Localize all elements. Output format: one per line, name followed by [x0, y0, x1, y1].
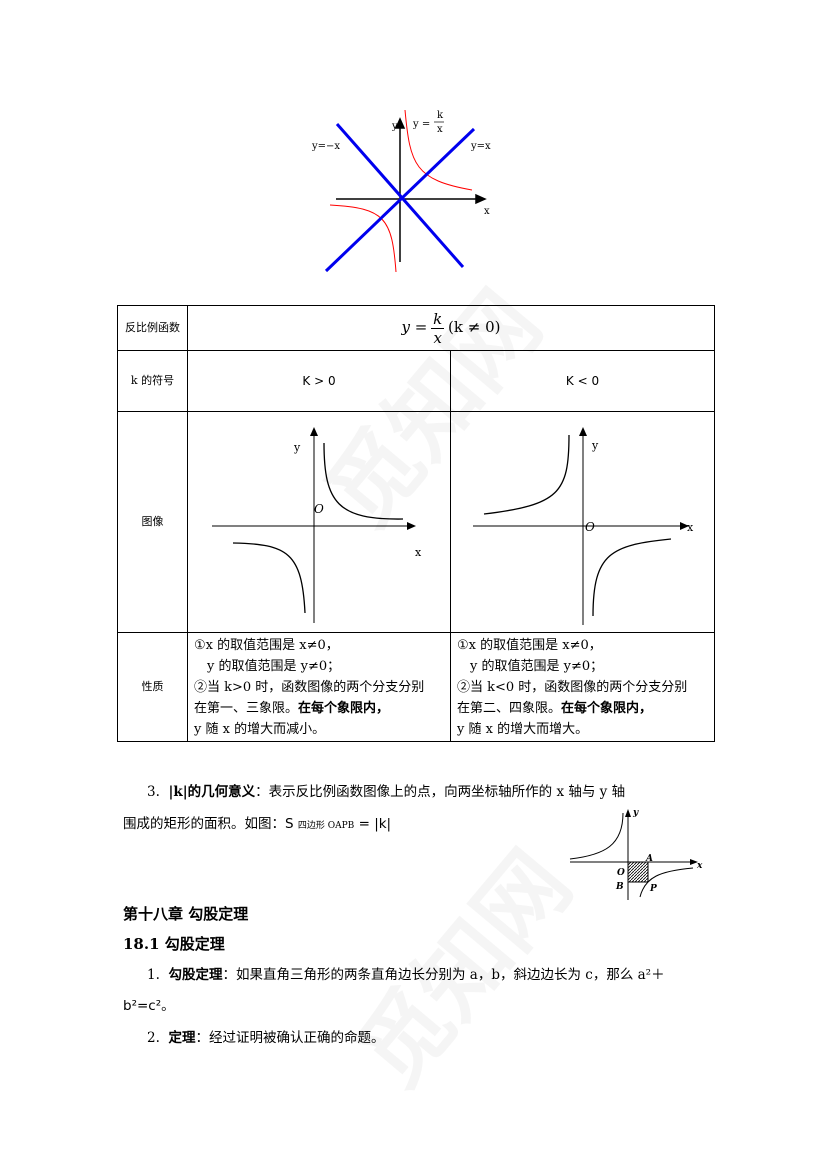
prop-line: 在第二、四象限。在每个象限内， [457, 698, 714, 719]
prop-bold: 在每个象限内， [561, 700, 653, 716]
definition-text: ：如果直角三角形的两条直角边长分别为 a，b，斜边边长为 c，那么 a²＋ [222, 967, 665, 983]
term: 勾股定理 [168, 967, 223, 983]
hyperbola-branch-1 [404, 109, 473, 191]
row-label: 性质 [117, 632, 188, 742]
graph-y-label: y [293, 441, 301, 454]
axis-x-label: x [484, 206, 490, 217]
formula-rhs: = |k| [354, 816, 392, 832]
line-y-x [324, 127, 476, 273]
prop-line: y 随 x 的增大而减小。 [194, 721, 326, 737]
item-number: 3. [147, 784, 160, 800]
item-number: 2. [147, 1030, 160, 1046]
graph-origin-label: O [585, 520, 595, 534]
prop-line: y 随 x 的增大而增大。 [457, 721, 589, 737]
formula-num: k [431, 309, 445, 329]
prop-line: y 的取值范围是 y≠0； [194, 658, 341, 674]
section3-line2: 围成的矩形的面积。如图：S 四边形 OAPB = |k| [123, 813, 391, 837]
k-negative: K < 0 [450, 350, 715, 412]
formula-cell: y = k x (k ≠ 0) [187, 305, 715, 351]
formula-cond: (k ≠ 0) [448, 317, 501, 336]
item-number: 1. [147, 967, 160, 983]
definition-text: ：表示反比例函数图像上的点，向两坐标轴所作的 x 轴与 y 轴 [255, 784, 626, 800]
fig-y-label: y [632, 808, 639, 818]
row-label: k 的符号 [117, 350, 188, 412]
prop-line: ①x 的取值范围是 x≠0， [194, 637, 339, 653]
prop-line: y 的取值范围是 y≠0； [457, 658, 604, 674]
hyperbola-label-num: k [437, 110, 444, 121]
chapter-title: 第十八章 勾股定理 [123, 905, 249, 923]
prop-text: 在第一、三象限。 [194, 700, 299, 716]
prop-line: ②当 k>0 时，函数图像的两个分支分别 [194, 679, 425, 695]
definition-text: 围成的矩形的面积。如图： [123, 816, 285, 832]
properties-k-positive: ①x 的取值范围是 x≠0， y 的取值范围是 y≠0； ②当 k>0 时，函数… [187, 632, 451, 742]
formula-s: S [285, 816, 294, 832]
fig-a-label: A [645, 854, 653, 864]
section-title: 18.1 勾股定理 [123, 935, 225, 953]
prop-line: ①x 的取值范围是 x≠0， [457, 637, 602, 653]
item1-line1: 1. 勾股定理：如果直角三角形的两条直角边长分别为 a，b，斜边边长为 c，那么… [147, 964, 665, 986]
item2-line: 2. 定理：经过证明被确认正确的命题。 [147, 1027, 384, 1049]
graph-k-positive: y x O [187, 411, 451, 633]
hyperbola-branch-2 [329, 204, 397, 273]
fig-p-label: P [649, 884, 657, 894]
line-y-neg-x [335, 123, 465, 268]
graph-y-label: y [591, 439, 599, 452]
properties-table: 反比例函数 y = k x (k ≠ 0) k 的符号 K > 0 K < 0 … [117, 305, 715, 742]
fig-x-label: x [696, 861, 703, 871]
graph-k-negative: y x O [450, 411, 715, 633]
graph-x-label: x [687, 521, 694, 534]
section3-line1: 3. |k|的几何意义：表示反比例函数图像上的点，向两坐标轴所作的 x 轴与 y… [147, 781, 625, 803]
hyperbola-label-den: x [437, 124, 443, 135]
definition-text: ：经过证明被确认正确的命题。 [195, 1030, 385, 1046]
prop-bold: 在每个象限内， [298, 700, 390, 716]
axis-y-label: y [391, 121, 398, 132]
formula-subscript: 四边形 OAPB [297, 821, 355, 831]
formula-fraction: k x [431, 309, 445, 347]
graph-origin-label: O [314, 502, 324, 516]
reciprocal-function-figure: y=−x y=x y x y = k x [311, 109, 491, 273]
graph-x-label: x [415, 546, 422, 559]
prop-line: ②当 k<0 时，函数图像的两个分支分别 [457, 679, 688, 695]
formula-den: x [433, 328, 442, 347]
row-label: 反比例函数 [117, 305, 188, 351]
prop-text: 在第二、四象限。 [457, 700, 562, 716]
area-figure: y x O A B P [569, 808, 703, 900]
k-positive: K > 0 [187, 350, 451, 412]
term: |k|的几何意义 [168, 784, 256, 800]
row-label: 图像 [117, 411, 188, 633]
fig-b-label: B [615, 882, 624, 892]
label-y-neg-x: y=−x [311, 141, 340, 152]
hyperbola-label: y = [412, 119, 430, 130]
formula-lhs: y = [401, 317, 428, 336]
term: 定理 [168, 1030, 196, 1046]
prop-line: 在第一、三象限。在每个象限内， [194, 698, 450, 719]
properties-k-negative: ①x 的取值范围是 x≠0， y 的取值范围是 y≠0； ②当 k<0 时，函数… [450, 632, 715, 742]
fig-o-label: O [617, 868, 625, 878]
item1-line2: b²=c²。 [123, 998, 175, 1014]
label-y-x: y=x [470, 141, 491, 152]
